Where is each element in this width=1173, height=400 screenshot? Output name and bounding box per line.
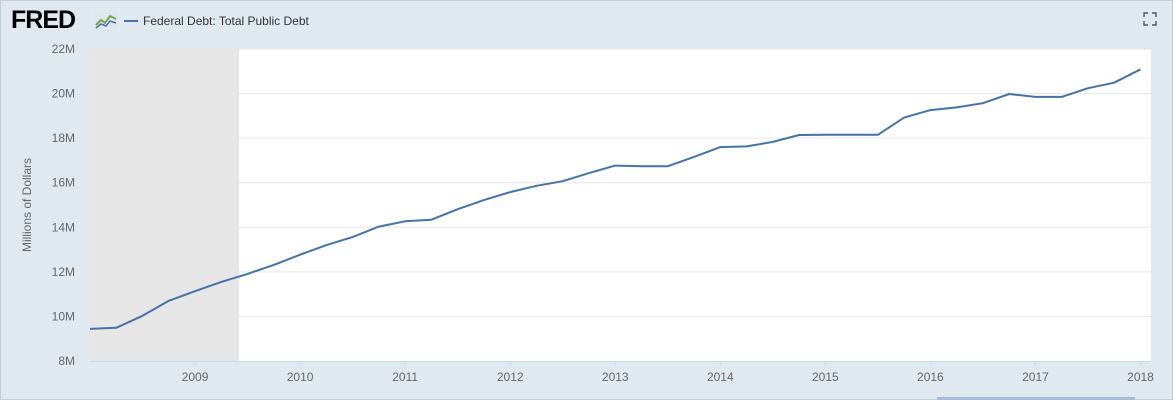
range-navigator-handle[interactable] bbox=[937, 397, 1135, 400]
y-tick-label: 22M bbox=[52, 42, 75, 56]
y-tick-label: 12M bbox=[52, 265, 75, 279]
x-tick-label: 2015 bbox=[812, 370, 839, 384]
plot-background bbox=[90, 49, 1151, 361]
chart-header: FRED Federal Debt: Total Public Debt bbox=[0, 0, 1173, 40]
series-line-total-public-debt[interactable] bbox=[89, 68, 1141, 330]
fred-logo[interactable]: FRED bbox=[11, 6, 76, 34]
x-tick-label: 2012 bbox=[497, 370, 524, 384]
y-axis-tick-labels: 8M 10M 12M 14M 16M 18M 20M 22M bbox=[52, 42, 75, 368]
x-tick-label: 2017 bbox=[1022, 370, 1049, 384]
x-tick-label: 2014 bbox=[707, 370, 734, 384]
y-tick-label: 16M bbox=[52, 176, 75, 190]
x-tick-label: 2011 bbox=[392, 370, 418, 384]
y-tick-label: 18M bbox=[52, 131, 75, 145]
fred-chart-icon bbox=[94, 10, 118, 30]
y-axis-label: Millions of Dollars bbox=[20, 158, 34, 252]
y-tick-label: 20M bbox=[52, 87, 75, 101]
grid-lines bbox=[90, 48, 1151, 317]
x-axis-tick-labels: 2009 2010 2011 2012 2013 2014 2015 2016 2017 2018 bbox=[182, 361, 1154, 384]
legend-label-series: Federal Debt: Total Public Debt bbox=[143, 14, 309, 28]
recession-band bbox=[90, 49, 240, 361]
y-tick-label: 10M bbox=[52, 309, 75, 323]
legend-swatch bbox=[124, 20, 138, 22]
chart-legend: Federal Debt: Total Public Debt bbox=[124, 12, 309, 30]
y-tick-label: 14M bbox=[52, 220, 75, 234]
x-tick-label: 2016 bbox=[917, 370, 944, 384]
x-tick-label: 2009 bbox=[182, 370, 209, 384]
y-tick-label: 8M bbox=[58, 354, 75, 368]
x-tick-label: 2010 bbox=[287, 370, 314, 384]
x-tick-label: 2018 bbox=[1127, 370, 1154, 384]
x-tick-label: 2013 bbox=[602, 370, 629, 384]
fullscreen-icon[interactable] bbox=[1143, 12, 1157, 26]
